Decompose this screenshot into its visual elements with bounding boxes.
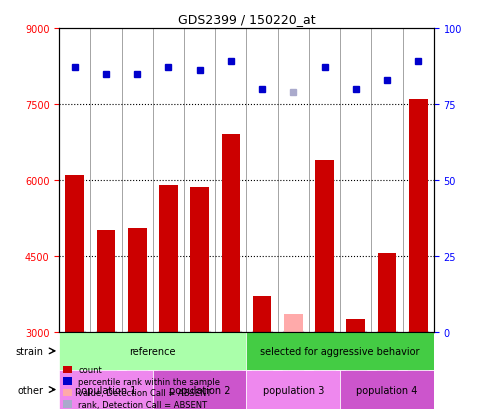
FancyBboxPatch shape [59,332,246,370]
FancyBboxPatch shape [153,370,246,409]
Text: population 2: population 2 [169,385,230,394]
Bar [128,228,146,332]
Text: strain: strain [16,346,43,356]
Bar [66,175,84,332]
Bar [253,297,272,332]
Bar [159,185,178,332]
Bar [347,319,365,332]
Text: reference: reference [130,346,176,356]
Bar [284,314,303,332]
Bar [97,231,115,332]
Bar [190,188,209,332]
FancyBboxPatch shape [246,332,434,370]
Text: selected for aggressive behavior: selected for aggressive behavior [260,346,420,356]
Title: GDS2399 / 150220_at: GDS2399 / 150220_at [177,13,316,26]
Text: population 1: population 1 [75,385,137,394]
FancyBboxPatch shape [59,370,153,409]
Text: population 3: population 3 [263,385,324,394]
FancyBboxPatch shape [340,370,434,409]
Bar [378,254,396,332]
Bar [221,135,240,332]
FancyBboxPatch shape [246,370,340,409]
Text: other: other [18,385,43,394]
Text: population 4: population 4 [356,385,418,394]
Bar [409,100,427,332]
Legend: count, percentile rank within the sample, value, Detection Call = ABSENT, rank, : count, percentile rank within the sample… [63,366,220,409]
Bar [315,160,334,332]
